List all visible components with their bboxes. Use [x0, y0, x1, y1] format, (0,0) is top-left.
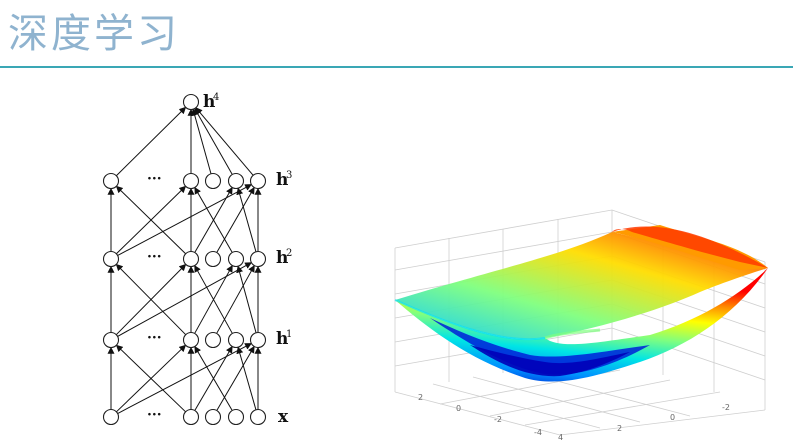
layer-superscript: 4: [213, 92, 219, 103]
neuron-node: [227, 408, 245, 426]
connection-arrow: [216, 264, 255, 334]
neuron-node: [249, 250, 267, 268]
connection-arrow: [195, 107, 254, 176]
neuron-node: [182, 93, 200, 111]
ellipsis-label: ···: [147, 171, 162, 187]
network-nodes: [102, 93, 267, 426]
neuron-node: [102, 250, 120, 268]
neuron-node: [204, 408, 222, 426]
connection-arrow: [194, 264, 233, 334]
connection-arrow: [236, 187, 257, 252]
title-divider: [0, 66, 793, 68]
x-tick-label: 0: [456, 404, 461, 413]
network-edges: [107, 106, 262, 414]
layer-label: h: [276, 170, 288, 190]
ellipsis-label: ···: [147, 330, 162, 346]
connection-arrow: [194, 107, 233, 175]
layer-superscript: 2: [286, 248, 292, 259]
x-tick-label: -2: [494, 415, 502, 424]
ellipsis-label: ···: [147, 249, 162, 265]
connection-arrow: [115, 106, 187, 177]
neuron-node: [102, 331, 120, 349]
layer-label: x: [278, 407, 289, 427]
neuron-node: [182, 172, 200, 190]
ellipsis-label: ···: [147, 407, 162, 423]
neuron-node: [182, 250, 200, 268]
neuron-node: [182, 408, 200, 426]
neuron-node: [227, 250, 245, 268]
neuron-node: [227, 331, 245, 349]
connection-arrow: [236, 346, 257, 410]
connection-arrow: [191, 108, 212, 174]
neuron-node: [102, 408, 120, 426]
connection-arrow: [216, 186, 255, 253]
layer-label: h: [276, 329, 288, 349]
connection-arrow: [117, 343, 252, 414]
neuron-node: [204, 250, 222, 268]
connection-arrow: [216, 345, 255, 411]
neuron-node: [204, 331, 222, 349]
surface-mesh: [394, 225, 768, 382]
surface-plot: 2 0 -2 -4 4 2 0 -2: [394, 209, 768, 442]
x-tick-label: -4: [534, 428, 542, 437]
y-tick-label: 0: [670, 413, 675, 422]
y-axis-ticks: 4 2 0 -2: [558, 403, 730, 442]
neuron-node: [227, 172, 245, 190]
layer-superscript: 1: [286, 329, 292, 340]
neuron-node: [204, 172, 222, 190]
page-title: 深度学习: [8, 11, 180, 57]
connection-arrow: [194, 186, 233, 253]
y-tick-label: -2: [722, 403, 730, 412]
neuron-node: [102, 172, 120, 190]
connection-arrow: [117, 262, 253, 337]
layer-label: h: [276, 248, 288, 268]
y-tick-label: 2: [617, 424, 622, 433]
connection-arrow: [117, 184, 252, 256]
neuron-node: [249, 408, 267, 426]
connection-arrow: [115, 185, 186, 255]
connection-arrow: [115, 344, 186, 413]
neuron-node: [249, 172, 267, 190]
y-tick-label: 4: [558, 433, 563, 442]
connection-arrow: [194, 345, 233, 411]
connection-arrow: [115, 263, 187, 336]
layer-label: h: [203, 92, 215, 112]
layer-superscript: 3: [286, 170, 292, 181]
x-tick-label: 2: [418, 393, 423, 402]
neuron-node: [182, 331, 200, 349]
neuron-node: [249, 331, 267, 349]
x-axis-ticks: 2 0 -2 -4: [418, 393, 542, 437]
connection-arrow: [236, 265, 257, 333]
